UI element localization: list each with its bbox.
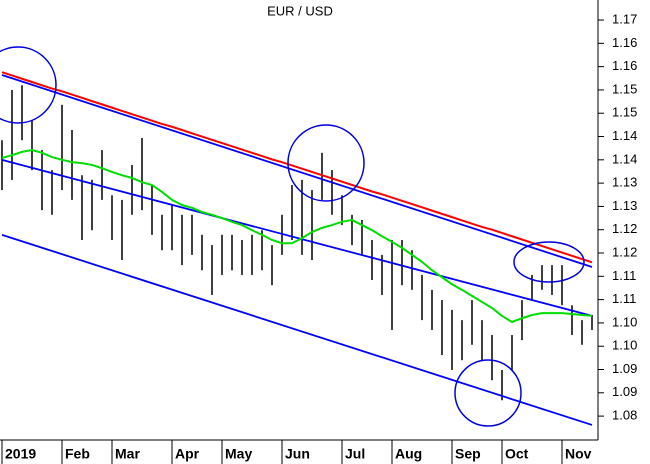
trend-line: [1, 74, 593, 268]
y-tick-label: 1.16: [612, 35, 637, 50]
y-tick-label: 1.13: [612, 175, 637, 190]
circle: [454, 359, 522, 427]
y-tick-label: 1.12: [612, 221, 637, 236]
y-tick-label: 1.11: [612, 291, 636, 306]
y-tick-label: 1.14: [612, 128, 637, 143]
x-tick-label: Nov: [565, 446, 592, 462]
y-tick-label: 1.15: [612, 81, 637, 96]
x-tick-label: May: [225, 446, 252, 462]
y-tick-label: 1.14: [612, 151, 637, 166]
x-tick-label: Oct: [505, 446, 529, 462]
x-tick-label: Apr: [175, 446, 200, 462]
y-tick-label: 1.13: [612, 198, 637, 213]
annotation-circles: [0, 46, 585, 427]
y-tick-label: 1.10: [612, 314, 637, 329]
x-tick-label: Sep: [455, 446, 481, 462]
x-tick-label: Mar: [115, 446, 140, 462]
y-tick-label: 1.09: [612, 361, 637, 376]
y-tick-label: 1.08: [612, 408, 637, 423]
y-tick-label: 1.15: [612, 105, 637, 120]
circle: [0, 46, 57, 124]
x-tick-label: Aug: [395, 446, 422, 462]
y-tick-label: 1.16: [612, 58, 637, 73]
moving-average: [1, 71, 593, 264]
y-tick-label: 1.11: [612, 268, 636, 283]
x-tick-label: 2019: [5, 446, 36, 462]
x-tick-label: Jun: [285, 446, 310, 462]
circle: [287, 124, 365, 202]
moving-average: [1, 149, 593, 324]
trend-line: [1, 158, 593, 317]
y-tick-label: 1.10: [612, 338, 637, 353]
x-tick-label: Feb: [65, 446, 90, 462]
y-tick-label: 1.12: [612, 244, 637, 259]
x-tick-label: Jul: [345, 446, 365, 462]
plot: [1, 71, 593, 426]
y-tick-label: 1.17: [612, 11, 637, 26]
y-tick-label: 1.09: [612, 384, 637, 399]
trend-line: [1, 233, 593, 426]
circle: [513, 241, 585, 283]
chart-title: EUR / USD: [267, 3, 333, 18]
